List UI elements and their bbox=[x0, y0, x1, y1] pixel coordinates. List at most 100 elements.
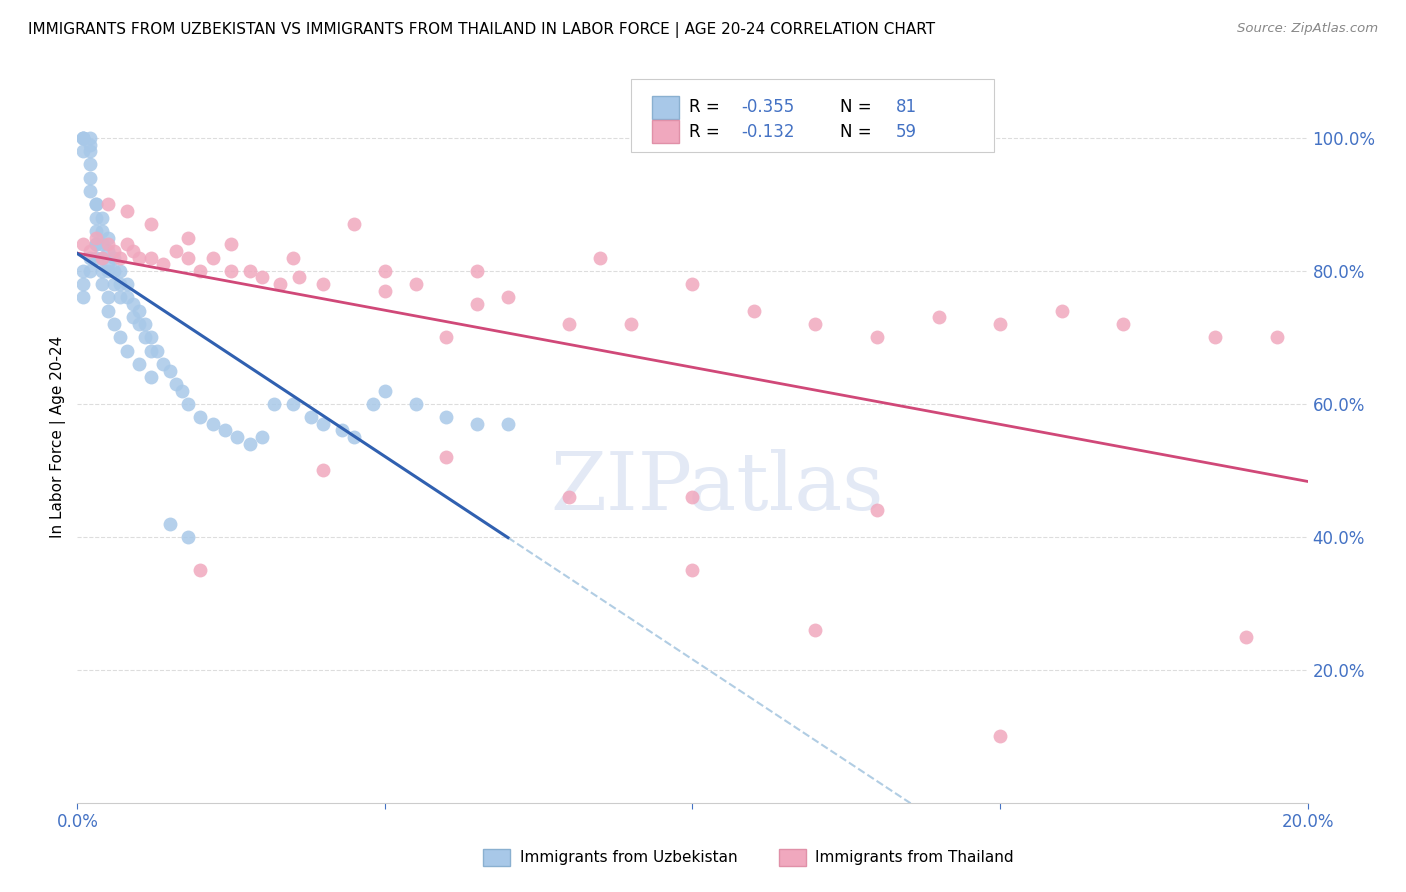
Text: -0.355: -0.355 bbox=[742, 98, 794, 116]
Point bbox=[374, 384, 396, 398]
Point bbox=[103, 264, 125, 278]
Point bbox=[72, 237, 94, 252]
Point bbox=[312, 417, 335, 431]
Point bbox=[288, 270, 311, 285]
Point bbox=[97, 197, 120, 211]
Bar bbox=[652, 120, 679, 144]
Point bbox=[239, 264, 262, 278]
Text: -0.132: -0.132 bbox=[742, 123, 796, 141]
Point bbox=[1112, 317, 1135, 331]
Point bbox=[79, 137, 101, 152]
Point bbox=[72, 264, 94, 278]
Point bbox=[177, 530, 200, 544]
Point bbox=[177, 230, 200, 244]
Point bbox=[121, 310, 143, 325]
Text: R =: R = bbox=[689, 98, 724, 116]
Point bbox=[134, 330, 156, 344]
Point bbox=[405, 277, 427, 292]
Point bbox=[152, 257, 174, 271]
Point bbox=[742, 303, 765, 318]
Point bbox=[141, 217, 163, 231]
Point bbox=[141, 370, 163, 384]
Point bbox=[115, 204, 138, 219]
Point bbox=[465, 264, 488, 278]
Point bbox=[97, 230, 120, 244]
Point bbox=[79, 131, 101, 145]
Point bbox=[165, 244, 187, 258]
Point bbox=[436, 410, 458, 425]
Point bbox=[115, 237, 138, 252]
Point bbox=[343, 217, 366, 231]
Point bbox=[84, 237, 107, 252]
Point bbox=[988, 317, 1011, 331]
Point bbox=[201, 251, 224, 265]
Text: R =: R = bbox=[689, 123, 724, 141]
Point bbox=[374, 264, 396, 278]
Point bbox=[219, 264, 242, 278]
Point bbox=[72, 290, 94, 304]
Point bbox=[496, 290, 519, 304]
Point bbox=[84, 224, 107, 238]
Point bbox=[128, 303, 150, 318]
Point bbox=[90, 251, 114, 265]
Point bbox=[405, 397, 427, 411]
Point bbox=[170, 384, 193, 398]
Point bbox=[115, 343, 138, 358]
Point bbox=[79, 157, 101, 171]
Point bbox=[90, 277, 114, 292]
Point bbox=[928, 310, 950, 325]
Point bbox=[159, 363, 181, 377]
Point bbox=[281, 397, 304, 411]
Point bbox=[589, 251, 612, 265]
Point bbox=[84, 230, 107, 244]
Point bbox=[141, 330, 163, 344]
Point bbox=[1204, 330, 1226, 344]
Point bbox=[90, 211, 114, 225]
Point bbox=[804, 623, 827, 637]
Point bbox=[361, 397, 384, 411]
Point bbox=[110, 330, 132, 344]
Point bbox=[988, 729, 1011, 743]
Text: Immigrants from Thailand: Immigrants from Thailand bbox=[815, 850, 1014, 865]
Text: ZIPatlas: ZIPatlas bbox=[550, 450, 884, 527]
Point bbox=[84, 197, 107, 211]
FancyBboxPatch shape bbox=[631, 78, 994, 152]
Point bbox=[72, 277, 94, 292]
Point bbox=[110, 290, 132, 304]
Point bbox=[436, 450, 458, 464]
Y-axis label: In Labor Force | Age 20-24: In Labor Force | Age 20-24 bbox=[51, 336, 66, 538]
Point bbox=[1234, 630, 1257, 644]
Point bbox=[804, 317, 827, 331]
Point bbox=[72, 131, 94, 145]
Point bbox=[79, 184, 101, 198]
Point bbox=[84, 251, 107, 265]
Point bbox=[343, 430, 366, 444]
Point bbox=[201, 417, 224, 431]
Point bbox=[110, 251, 132, 265]
Point bbox=[97, 264, 120, 278]
Text: 81: 81 bbox=[896, 98, 917, 116]
Point bbox=[682, 490, 704, 504]
Point bbox=[219, 237, 242, 252]
Point bbox=[90, 251, 114, 265]
Point bbox=[97, 290, 120, 304]
Point bbox=[1050, 303, 1073, 318]
Point bbox=[103, 251, 125, 265]
Point bbox=[79, 170, 101, 185]
Point bbox=[312, 277, 335, 292]
Bar bbox=[484, 849, 510, 866]
Point bbox=[558, 490, 581, 504]
Point bbox=[90, 224, 114, 238]
Bar bbox=[652, 95, 679, 119]
Point bbox=[214, 424, 236, 438]
Point bbox=[465, 417, 488, 431]
Point bbox=[866, 330, 889, 344]
Text: IMMIGRANTS FROM UZBEKISTAN VS IMMIGRANTS FROM THAILAND IN LABOR FORCE | AGE 20-2: IMMIGRANTS FROM UZBEKISTAN VS IMMIGRANTS… bbox=[28, 22, 935, 38]
Point bbox=[299, 410, 322, 425]
Text: Immigrants from Uzbekistan: Immigrants from Uzbekistan bbox=[520, 850, 738, 865]
Point bbox=[152, 357, 174, 371]
Point bbox=[134, 317, 156, 331]
Point bbox=[682, 277, 704, 292]
Point bbox=[436, 330, 458, 344]
Point bbox=[465, 297, 488, 311]
